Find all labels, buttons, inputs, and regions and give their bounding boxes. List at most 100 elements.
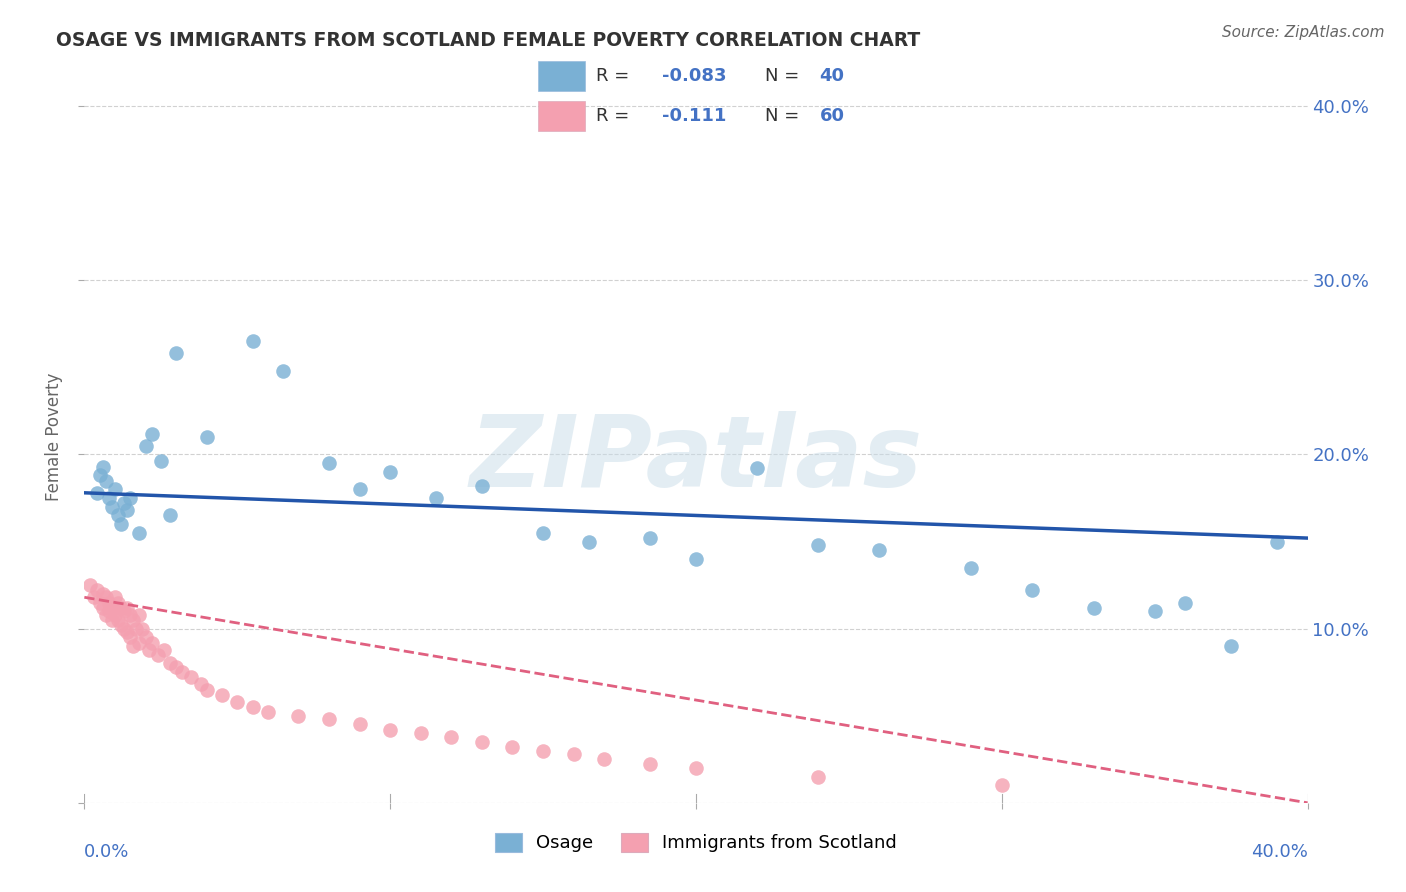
Point	[638, 531, 661, 545]
Point	[141, 635, 163, 649]
Point	[149, 454, 172, 468]
Point	[79, 578, 101, 592]
Point	[83, 591, 105, 605]
Point	[380, 723, 402, 737]
Point	[172, 665, 194, 680]
Legend: Osage, Immigrants from Scotland: Osage, Immigrants from Scotland	[488, 826, 904, 860]
Point	[165, 660, 187, 674]
Point	[141, 426, 163, 441]
Point	[960, 560, 983, 574]
Text: 60: 60	[820, 107, 845, 125]
Point	[257, 705, 280, 719]
Text: 0.0%: 0.0%	[84, 843, 129, 861]
Point	[1174, 595, 1197, 609]
Point	[685, 552, 707, 566]
Point	[807, 770, 830, 784]
Point	[807, 538, 830, 552]
Point	[135, 439, 157, 453]
Point	[94, 474, 117, 488]
Point	[1021, 583, 1043, 598]
Point	[349, 717, 371, 731]
Point	[91, 587, 114, 601]
Point	[107, 595, 129, 609]
Point	[165, 346, 187, 360]
Point	[1220, 639, 1243, 653]
Point	[195, 682, 218, 697]
Point	[115, 625, 138, 640]
Text: N =: N =	[765, 68, 799, 86]
Text: 40: 40	[820, 68, 845, 86]
Point	[318, 456, 340, 470]
Point	[1083, 600, 1105, 615]
FancyBboxPatch shape	[538, 62, 585, 91]
Point	[1143, 604, 1166, 618]
Point	[112, 622, 135, 636]
Point	[97, 595, 120, 609]
Point	[128, 525, 150, 540]
Point	[425, 491, 447, 505]
Text: -0.083: -0.083	[662, 68, 727, 86]
Point	[89, 468, 111, 483]
Point	[110, 618, 132, 632]
Point	[471, 735, 494, 749]
Point	[638, 757, 661, 772]
Point	[159, 508, 181, 523]
Text: ZIPatlas: ZIPatlas	[470, 410, 922, 508]
Point	[195, 430, 218, 444]
Point	[991, 778, 1014, 792]
Point	[531, 743, 554, 757]
Point	[440, 730, 463, 744]
Point	[89, 595, 111, 609]
Point	[159, 657, 181, 671]
Text: -0.111: -0.111	[662, 107, 727, 125]
Point	[120, 607, 142, 622]
Point	[146, 648, 169, 662]
Point	[128, 607, 150, 622]
Point	[91, 600, 114, 615]
Point	[1265, 534, 1288, 549]
Point	[112, 604, 135, 618]
Point	[97, 491, 120, 505]
Point	[138, 642, 160, 657]
Point	[91, 459, 114, 474]
Point	[242, 700, 264, 714]
Point	[131, 622, 153, 636]
Point	[101, 500, 124, 514]
Point	[685, 761, 707, 775]
Point	[104, 607, 127, 622]
Point	[94, 607, 117, 622]
Text: N =: N =	[765, 107, 799, 125]
Point	[122, 639, 145, 653]
Point	[125, 622, 148, 636]
Point	[226, 695, 249, 709]
Point	[271, 364, 294, 378]
Point	[107, 508, 129, 523]
Point	[211, 688, 233, 702]
Point	[128, 635, 150, 649]
Point	[531, 525, 554, 540]
Point	[349, 483, 371, 497]
Point	[287, 708, 309, 723]
Point	[110, 517, 132, 532]
Point	[101, 613, 124, 627]
Text: 40.0%: 40.0%	[1251, 843, 1308, 861]
Point	[104, 483, 127, 497]
Point	[122, 613, 145, 627]
Point	[380, 465, 402, 479]
Point	[86, 583, 108, 598]
Point	[110, 600, 132, 615]
Point	[180, 670, 202, 684]
Point	[112, 496, 135, 510]
Point	[471, 479, 494, 493]
Point	[135, 631, 157, 645]
FancyBboxPatch shape	[538, 101, 585, 130]
Point	[409, 726, 432, 740]
Point	[115, 503, 138, 517]
Text: R =: R =	[596, 107, 630, 125]
Point	[97, 604, 120, 618]
Text: OSAGE VS IMMIGRANTS FROM SCOTLAND FEMALE POVERTY CORRELATION CHART: OSAGE VS IMMIGRANTS FROM SCOTLAND FEMALE…	[56, 31, 921, 50]
Point	[747, 461, 769, 475]
Y-axis label: Female Poverty: Female Poverty	[45, 373, 63, 501]
Point	[502, 740, 524, 755]
Point	[101, 600, 124, 615]
